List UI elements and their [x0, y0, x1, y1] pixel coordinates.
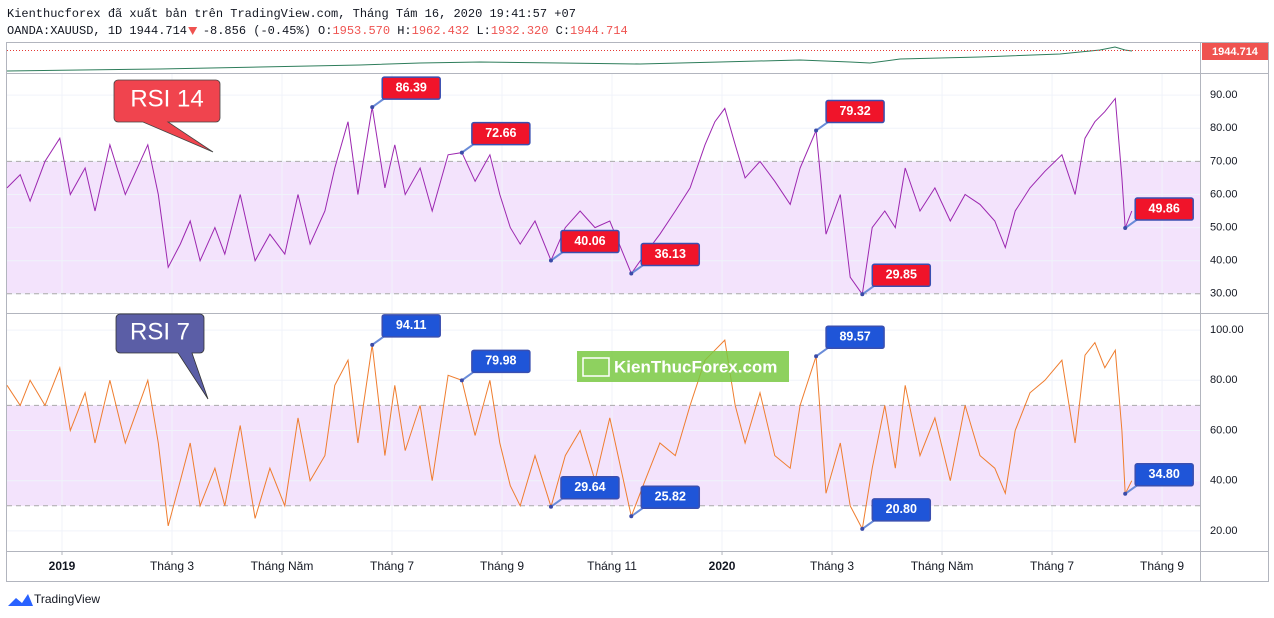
y-tick-label: 80.00 [1210, 374, 1238, 386]
panes: 30.00 40.00 50.00 60.00 70.00 80.00 90.00 86.39… [6, 74, 1244, 573]
price-label-bg [1202, 43, 1268, 60]
annotation-point [459, 378, 464, 383]
annotation-label: 79.98 [485, 354, 516, 368]
annotation-point [629, 271, 634, 276]
annotation-point [370, 342, 375, 347]
annotation-point [459, 150, 464, 155]
watermark-icon [582, 357, 610, 377]
x-tick-label: Tháng 3 [150, 559, 194, 573]
watermark: KienThucForex.com [614, 357, 777, 376]
rsi7-title: RSI 7 [130, 318, 190, 345]
annotation-label: 29.64 [574, 480, 605, 494]
x-tick-label: Tháng Năm [911, 559, 974, 573]
rsi-line [6, 97, 1133, 296]
price-label: 1944.714 [1212, 46, 1259, 58]
ohlc-key: L: [476, 24, 490, 38]
ohlc-value: 1944.714 [570, 24, 628, 38]
ohlc-key: O: [318, 24, 332, 38]
annotation-label: 79.32 [839, 104, 870, 118]
ohlc-value: 1932.320 [491, 24, 549, 38]
annotation-box [871, 263, 932, 288]
change: -8.856 (-0.45%) [203, 24, 311, 38]
x-tick-label: 2020 [709, 559, 736, 573]
y-tick-label: 20.00 [1210, 525, 1238, 537]
annotation-box [640, 242, 701, 267]
annotation-label: 72.66 [485, 126, 516, 140]
x-tick-label: 2019 [49, 559, 76, 573]
annotation-box [825, 325, 885, 350]
annotation-point [1123, 226, 1128, 231]
y-tick-label: 30.00 [1210, 288, 1238, 300]
annotation-label: 40.06 [574, 234, 605, 248]
annotation-label: 94.11 [396, 318, 427, 332]
annotation-label: 49.86 [1149, 201, 1180, 215]
x-tick-label: Tháng 7 [1030, 559, 1074, 573]
annotation-box [560, 475, 620, 500]
ohlc-value: 1962.432 [412, 24, 470, 38]
rsi7-callout [115, 313, 209, 400]
annotation-point [370, 105, 375, 110]
down-arrow [188, 27, 198, 35]
y-tick-label: 80.00 [1210, 122, 1238, 134]
y-tick-label: 70.00 [1210, 155, 1238, 167]
y-tick-label: 60.00 [1210, 188, 1238, 200]
last-price: 1944.714 [129, 24, 187, 38]
y-tick-label: 40.00 [1210, 475, 1238, 487]
annotation-box [471, 121, 531, 146]
rsi14-title: RSI 14 [130, 85, 203, 112]
annotation-box [825, 99, 885, 124]
annotation-label: 25.82 [655, 490, 686, 504]
frame [6, 42, 1269, 582]
header: Kienthucforex đã xuất bản trên TradingVi… [7, 7, 628, 38]
x-tick-label: Tháng Năm [251, 559, 314, 573]
annotation-box [560, 229, 620, 254]
x-tick-label: Tháng 11 [587, 559, 637, 573]
rsi14-callout [113, 79, 221, 153]
annotation-box [381, 314, 441, 338]
annotation-box [471, 349, 531, 374]
annotation-label: 36.13 [655, 247, 686, 261]
symbol: OANDA:XAUUSD, 1D [7, 24, 122, 38]
annotation-label: 86.39 [396, 80, 427, 94]
ohlc-value: 1953.570 [332, 24, 390, 38]
annotation-box [381, 76, 441, 100]
annotation-point [860, 292, 865, 297]
annotation-point [548, 258, 553, 263]
annotation-point [1123, 491, 1128, 496]
annotation-point [814, 128, 819, 133]
annotation-label: 34.80 [1149, 467, 1180, 481]
annotation-point [860, 526, 865, 531]
ohlc-key: C: [556, 24, 570, 38]
annotation-point [814, 354, 819, 359]
annotation-box [640, 485, 701, 510]
y-tick-label: 100.00 [1210, 324, 1244, 336]
footer: TradingView [34, 592, 100, 606]
x-tick-label: Tháng 7 [370, 559, 414, 573]
annotation-box [871, 498, 932, 522]
annotation-label: 20.80 [886, 502, 917, 516]
y-tick-label: 90.00 [1210, 89, 1238, 101]
ohlc-key: H: [397, 24, 411, 38]
annotation-box [1134, 197, 1194, 221]
x-tick-label: Tháng 9 [1140, 559, 1184, 573]
annotation-label: 29.85 [886, 268, 917, 282]
y-tick-label: 50.00 [1210, 222, 1238, 234]
x-tick-label: Tháng 9 [480, 559, 524, 573]
tv-logo [8, 594, 33, 606]
x-tick-label: Tháng 3 [810, 559, 854, 573]
annotation-point [629, 514, 634, 519]
annotation-point [548, 504, 553, 509]
y-tick-label: 40.00 [1210, 255, 1238, 267]
annotation-label: 89.57 [839, 330, 870, 344]
header-title: Kienthucforex đã xuất bản trên TradingVi… [7, 7, 576, 21]
watermark-bg [577, 351, 789, 382]
rsi-line [6, 339, 1133, 531]
y-tick-label: 60.00 [1210, 424, 1238, 436]
annotation-box [1134, 463, 1194, 487]
